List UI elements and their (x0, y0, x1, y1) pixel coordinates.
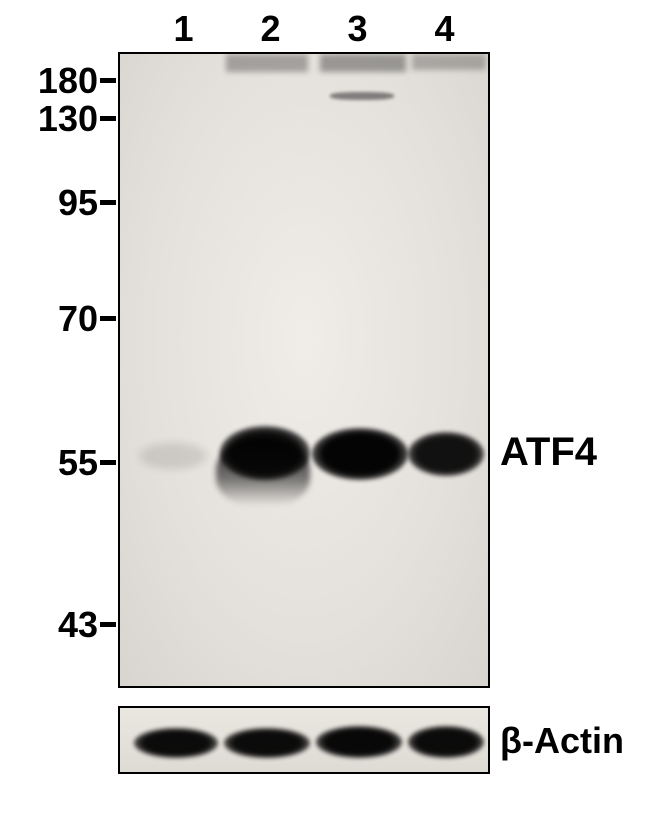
lane-label: 1 (140, 8, 227, 50)
molecular-weight-labels: 180130 95 70 55 43 (0, 0, 98, 700)
high-mw-smear (412, 54, 486, 70)
mw-tick (100, 622, 116, 627)
western-blot-figure: 1234 180130 95 70 55 43 ATF4 β-Actin (0, 0, 650, 826)
mw-marker-label: 55 (0, 442, 98, 484)
atf4-band-lane1 (138, 442, 208, 470)
actin-band-lane2 (224, 728, 310, 758)
atf4-band-lane2 (220, 426, 310, 480)
actin-band-lane3 (316, 726, 402, 758)
main-blot-panel (118, 52, 490, 688)
lane-label: 4 (401, 8, 488, 50)
atf4-label: ATF4 (500, 430, 597, 475)
mw-tick (100, 116, 116, 121)
blot-background-gradient (120, 54, 488, 686)
mw-marker-label: 180 (0, 60, 98, 102)
mw-marker-label: 95 (0, 182, 98, 224)
mw-tick (100, 200, 116, 205)
actin-label: β-Actin (500, 720, 624, 762)
lane-labels-row: 1234 (140, 8, 488, 50)
mw-marker-label: 70 (0, 298, 98, 340)
mw-marker-label: 43 (0, 604, 98, 646)
lane-label: 3 (314, 8, 401, 50)
mw-marker-label: 130 (0, 98, 98, 140)
atf4-band-lane4 (408, 432, 484, 476)
lane-label: 2 (227, 8, 314, 50)
actin-band-lane4 (408, 726, 484, 758)
mw-tick (100, 460, 116, 465)
high-mw-smear (320, 54, 406, 72)
atf4-band-lane3 (312, 428, 408, 480)
faint-high-band (330, 92, 394, 100)
mw-tick (100, 78, 116, 83)
actin-band-lane1 (134, 728, 218, 758)
high-mw-smear (226, 54, 308, 72)
mw-tick (100, 316, 116, 321)
actin-blot-panel (118, 706, 490, 774)
